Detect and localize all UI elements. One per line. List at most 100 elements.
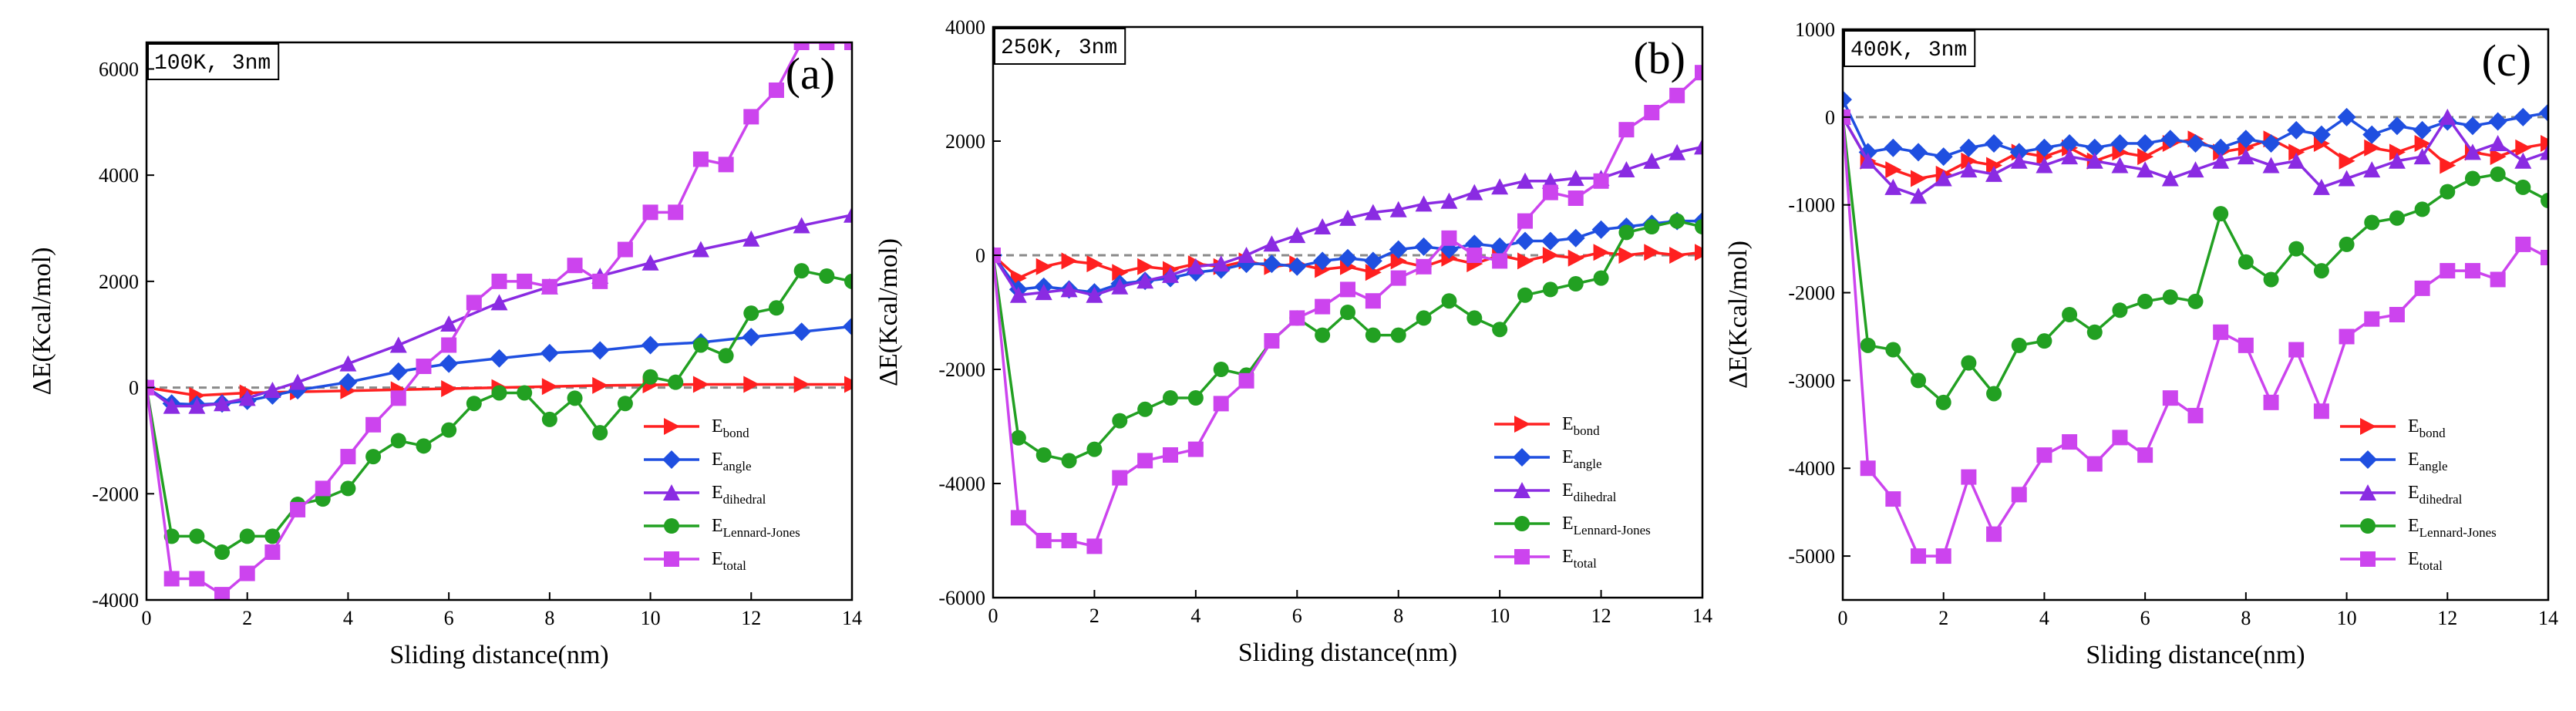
data-point-lennard-jones (1340, 305, 1355, 320)
data-point-angle (2488, 112, 2507, 131)
data-point-total (1885, 491, 1901, 507)
data-point-total (844, 42, 852, 50)
condition-label-box (1844, 30, 1976, 67)
legend-label-main: E (712, 549, 723, 569)
data-point-total (2112, 430, 2128, 446)
data-point-lennard-jones (2414, 201, 2430, 217)
data-point-dihedral (692, 241, 709, 258)
data-point-lennard-jones (1860, 337, 1876, 353)
data-point-total (264, 544, 281, 561)
data-point-bond (1365, 264, 1382, 281)
data-point-total (1340, 281, 1355, 298)
data-point-bond (2515, 139, 2532, 157)
legend-label-sub: bond (723, 426, 750, 440)
data-point-total (189, 571, 205, 587)
data-point-bond (1911, 170, 1928, 187)
y-tick-label: 0 (975, 244, 985, 267)
data-point-dihedral (1288, 227, 1306, 244)
y-axis-title: ΔE(Kcal/mol) (1724, 241, 1753, 389)
data-point-total (2213, 324, 2229, 340)
y-axis-title: ΔE(Kcal/mol) (874, 238, 903, 386)
data-point-lennard-jones (1061, 453, 1077, 469)
legend-label-main: E (1562, 514, 1574, 534)
legend-label-sub: dihedral (1574, 490, 1617, 504)
y-tick-label: 0 (1825, 106, 1835, 129)
data-point-dihedral (2514, 152, 2532, 169)
data-point-lennard-jones (1035, 447, 1052, 463)
data-point-angle (1858, 143, 1877, 162)
data-point-lennard-jones (541, 411, 557, 427)
y-tick-label: -5000 (1788, 545, 1835, 568)
data-point-bond (441, 379, 458, 397)
y-tick-label: 4000 (945, 16, 985, 39)
data-point-angle (2186, 134, 2205, 153)
data-point-lennard-jones (1885, 342, 1901, 358)
data-point-bond (1644, 244, 1661, 261)
series-group (146, 42, 852, 600)
legend-marker (2360, 551, 2376, 567)
data-point-lennard-jones (189, 528, 205, 544)
data-point-total (390, 390, 406, 406)
data-point-dihedral (2540, 143, 2548, 160)
data-point-angle (2287, 120, 2306, 140)
data-point-total (1416, 258, 1432, 275)
data-point-lennard-jones (264, 528, 281, 544)
legend-label-sub: angle (1574, 457, 1602, 471)
data-point-angle (2362, 125, 2382, 144)
data-point-bond (1986, 157, 2003, 174)
data-point-dihedral (2237, 148, 2254, 165)
legend-label-total: Etotal (2408, 549, 2443, 573)
x-tick-label: 10 (641, 607, 661, 629)
x-tick-label: 8 (1393, 605, 1403, 627)
data-point-lennard-jones (1187, 390, 1204, 406)
legend-marker (2360, 418, 2376, 435)
data-point-dihedral (339, 355, 357, 372)
legend-label-dihedral: Edihedral (1562, 480, 1617, 504)
data-point-lennard-jones (2541, 193, 2548, 208)
data-point-angle (1541, 231, 1560, 251)
data-point-total (819, 42, 835, 50)
data-point-bond (1695, 244, 1702, 261)
data-point-angle (641, 335, 660, 355)
data-point-lennard-jones (2011, 337, 2027, 353)
data-point-total (1264, 333, 1280, 349)
x-tick-label: 4 (1190, 605, 1200, 627)
y-tick-label: 0 (129, 377, 139, 399)
data-point-bond (2288, 143, 2305, 161)
data-point-bond (1885, 161, 1902, 179)
data-point-bond (1593, 244, 1610, 261)
data-point-dihedral (264, 382, 281, 399)
y-tick-label: -2000 (938, 359, 985, 381)
data-point-dihedral (2463, 143, 2481, 160)
data-point-lennard-jones (617, 396, 633, 412)
data-point-dihedral (2439, 108, 2456, 125)
data-point-total (2086, 456, 2103, 472)
data-point-total (2414, 280, 2430, 296)
data-point-angle (1262, 254, 1281, 274)
condition-label-box (147, 43, 280, 80)
data-point-bond (1035, 258, 1052, 275)
data-point-dihedral (1643, 152, 1661, 169)
y-tick-label: -2000 (92, 483, 139, 505)
legend-marker (664, 418, 680, 435)
x-tick-label: 6 (2140, 607, 2150, 629)
data-point-total (692, 151, 709, 167)
y-tick-label: -2000 (1788, 282, 1835, 305)
data-point-lennard-jones (567, 390, 583, 406)
plot-frame (145, 41, 854, 601)
data-point-dihedral (1694, 138, 1702, 155)
data-point-lennard-jones (1935, 394, 1951, 410)
data-point-total (541, 278, 557, 295)
legend-label-angle: Eangle (712, 450, 752, 473)
data-point-total (214, 587, 231, 600)
data-point-dihedral (1389, 200, 1407, 217)
data-point-total (1961, 469, 1977, 485)
panel-label: (b) (1633, 33, 1685, 83)
x-tick-label: 6 (1292, 605, 1302, 627)
data-point-lennard-jones (2062, 307, 2078, 322)
data-point-lennard-jones (2440, 184, 2456, 200)
chart-panel-a: 0 2 4 6 8 10 12 14 -4000 -2000 0 2000 4000 6000 Slidin… (28, 41, 862, 669)
data-point-bond (844, 376, 852, 393)
data-point-angle (1934, 147, 1953, 167)
data-point-total (1542, 184, 1558, 200)
